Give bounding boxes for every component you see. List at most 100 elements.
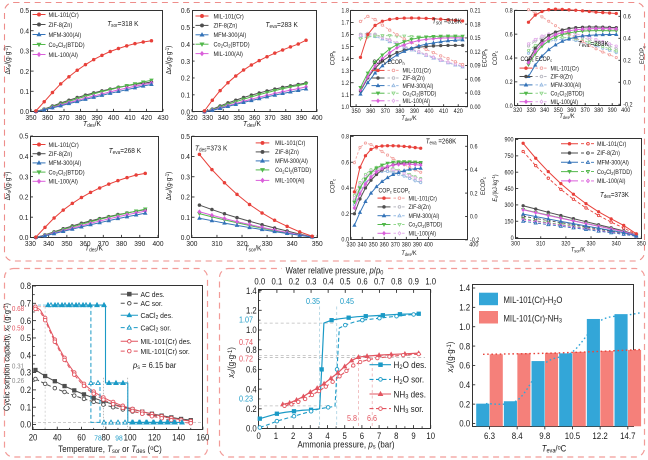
svg-text:3: 3 (308, 431, 313, 441)
svg-text:Cyclic sorption capacity, xs (: Cyclic sorption capacity, xs (g·g-1) (2, 303, 13, 411)
svg-text:Es/(kJ·kg-1): Es/(kJ·kg-1) (491, 174, 499, 201)
svg-text:0.2: 0.2 (181, 75, 190, 82)
svg-text:10.5: 10.5 (565, 431, 581, 442)
svg-text:0.4: 0.4 (181, 42, 190, 49)
svg-text:390: 390 (134, 240, 145, 247)
svg-text:0.3: 0.3 (306, 277, 317, 287)
svg-text:0.6: 0.6 (505, 32, 513, 38)
svg-text:370: 370 (391, 242, 401, 248)
svg-text:Tsor =318K: Tsor =318K (432, 18, 462, 26)
svg-text:0.0: 0.0 (470, 214, 478, 220)
svg-text:8: 8 (394, 431, 399, 441)
svg-text:-0.2: -0.2 (470, 238, 479, 244)
svg-text:Teva =268K: Teva =268K (426, 138, 457, 146)
svg-text:360: 360 (366, 109, 376, 115)
svg-text:150: 150 (505, 219, 515, 225)
svg-text:0.9: 0.9 (408, 277, 419, 287)
svg-text:MIL-101(Cr) sor.: MIL-101(Cr) sor. (141, 346, 190, 356)
svg-text:MIL-100(Al): MIL-100(Al) (597, 179, 625, 185)
svg-text:350: 350 (637, 241, 647, 247)
svg-text:0.3: 0.3 (19, 174, 28, 181)
svg-text:0.8: 0.8 (391, 277, 402, 287)
svg-text:MIL-101(Cr): MIL-101(Cr) (49, 13, 79, 19)
svg-text:360: 360 (567, 108, 577, 114)
svg-text:0.4: 0.4 (20, 28, 29, 35)
svg-text:400: 400 (312, 115, 323, 122)
svg-text:MFM-300(Al): MFM-300(Al) (214, 33, 247, 39)
svg-text:0.7: 0.7 (374, 277, 385, 287)
svg-text:0.8: 0.8 (341, 134, 349, 140)
svg-text:370: 370 (381, 109, 391, 115)
svg-text:ZIF-8(Zn): ZIF-8(Zn) (551, 74, 573, 80)
svg-text:400: 400 (424, 109, 434, 115)
svg-text:MFM-300(Al): MFM-300(Al) (49, 161, 82, 167)
svg-text:14.7: 14.7 (620, 431, 636, 442)
svg-text:Tsor/K: Tsor/K (571, 247, 585, 253)
svg-text:340: 340 (287, 240, 298, 247)
svg-text:0.4: 0.4 (341, 186, 349, 192)
svg-text:0.0: 0.0 (623, 80, 631, 86)
svg-text:0.0: 0.0 (181, 109, 190, 116)
svg-text:0.2: 0.2 (19, 194, 28, 201)
svg-text:0: 0 (511, 236, 515, 242)
svg-text:MIL-101(Cr)-NH3: MIL-101(Cr)-NH3 (504, 314, 563, 325)
svg-text:380: 380 (395, 109, 405, 115)
svg-text:xs/(g·g-1): xs/(g·g-1) (445, 341, 457, 373)
svg-text:0.03: 0.03 (470, 91, 481, 97)
svg-text:0.2: 0.2 (505, 80, 513, 86)
svg-text:ZIF-8(Zn): ZIF-8(Zn) (214, 23, 238, 29)
svg-text:MIL-100(Al): MIL-100(Al) (214, 52, 243, 58)
svg-text:H2O des.: H2O des. (394, 360, 427, 372)
svg-text:ECOPh: ECOPh (482, 48, 488, 67)
svg-text:0.23: 0.23 (239, 394, 253, 404)
svg-text:0.1: 0.1 (20, 403, 31, 413)
svg-text:12.2: 12.2 (592, 431, 608, 442)
svg-text:380: 380 (75, 114, 86, 121)
svg-text:Tdes/K: Tdes/K (559, 114, 574, 120)
svg-text:Co2Cl2(BTDD): Co2Cl2(BTDD) (551, 91, 585, 97)
svg-text:0.5: 0.5 (19, 133, 28, 140)
svg-text:300: 300 (511, 241, 521, 247)
svg-text:0.1: 0.1 (19, 215, 28, 222)
svg-text:Tdes/K: Tdes/K (401, 116, 416, 122)
svg-text:390: 390 (608, 108, 618, 114)
svg-text:0.0: 0.0 (246, 424, 257, 434)
svg-text:350: 350 (26, 114, 37, 121)
svg-text:0.2: 0.2 (341, 212, 349, 218)
svg-text:5.8: 5.8 (347, 414, 357, 424)
svg-text:Ammonia pressure, ps (bar): Ammonia pressure, ps (bar) (298, 439, 395, 451)
svg-text:MIL-101(Cr): MIL-101(Cr) (214, 14, 244, 20)
svg-text:COPc ECOPc: COPc ECOPc (521, 57, 553, 63)
svg-text:0.0: 0.0 (181, 235, 190, 242)
svg-text:0.00: 0.00 (470, 105, 481, 111)
svg-text:Δxs/(g·g-1): Δxs/(g·g-1) (165, 46, 174, 75)
svg-text:Tsor=318 K: Tsor=318 K (107, 21, 139, 29)
svg-text:Temperature, Tsor or Tdes (oC): Temperature, Tsor or Tdes (oC) (58, 444, 162, 456)
svg-text:340: 340 (43, 240, 54, 247)
svg-text:MIL-101(Cr): MIL-101(Cr) (409, 196, 438, 202)
svg-text:1.6: 1.6 (341, 32, 349, 38)
svg-text:420: 420 (141, 114, 152, 121)
svg-text:0.45: 0.45 (340, 297, 354, 307)
svg-text:400: 400 (621, 108, 631, 114)
svg-text:1.0: 1.0 (341, 105, 349, 111)
svg-text:100: 100 (124, 433, 137, 443)
svg-text:Δxs/(g·g-1): Δxs/(g·g-1) (3, 172, 12, 201)
svg-text:340: 340 (358, 242, 368, 248)
svg-text:1.0: 1.0 (425, 277, 436, 287)
svg-text:MIL-101(Cr): MIL-101(Cr) (551, 66, 580, 72)
svg-text:320: 320 (513, 108, 523, 114)
svg-text:410: 410 (439, 109, 449, 115)
svg-text:COPc: COPc (330, 178, 336, 193)
svg-text:350: 350 (61, 240, 72, 247)
svg-text:0.4: 0.4 (20, 351, 31, 361)
svg-text:0: 0 (257, 431, 262, 441)
svg-text:0.4: 0.4 (19, 154, 28, 161)
svg-text:330: 330 (25, 240, 36, 247)
svg-text:0.4: 0.4 (623, 36, 631, 42)
svg-text:0.5: 0.5 (20, 334, 31, 344)
svg-text:0.06: 0.06 (470, 77, 481, 83)
svg-text:400: 400 (424, 242, 434, 248)
svg-text:0.6: 0.6 (246, 365, 257, 375)
svg-text:350: 350 (233, 115, 244, 122)
